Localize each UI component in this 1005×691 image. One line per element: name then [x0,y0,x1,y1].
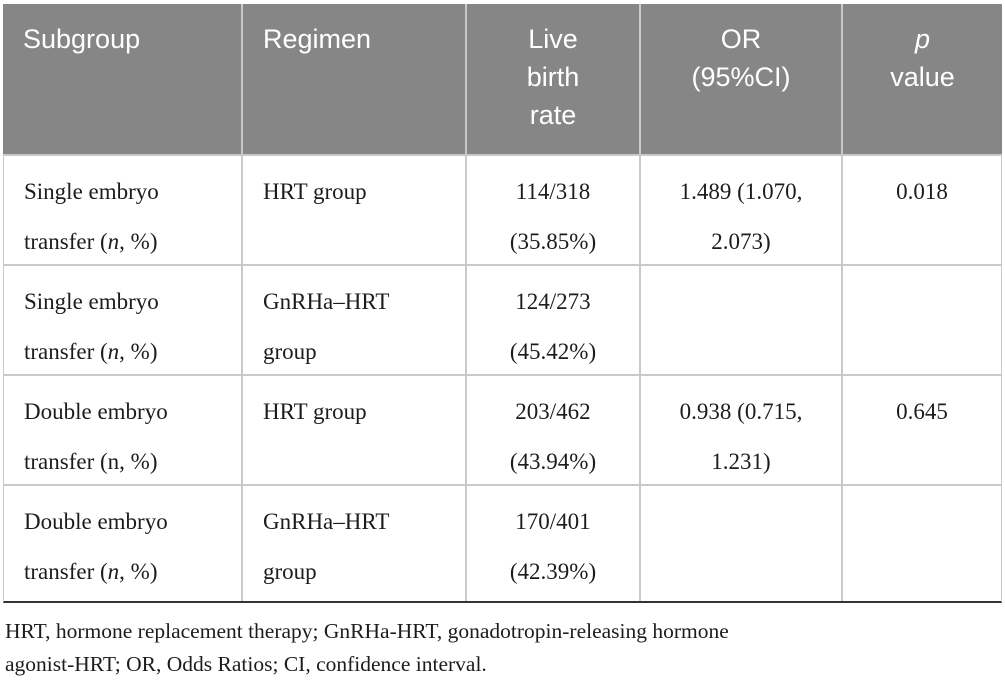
regimen-line1: GnRHa–HRT [263,509,390,534]
or-line2: 1.231) [711,449,771,474]
subgroup-line2-post: , %) [119,339,158,364]
header-p-rest: value [890,62,955,92]
regimen-line1: HRT group [263,399,367,424]
subgroup-line1: Double embryo [24,509,168,534]
subgroup-line2-pre: transfer ( [24,449,108,474]
subgroup-line2-pre: transfer ( [24,229,108,254]
live-birth-line1: 114/318 [515,179,591,204]
subgroup-line2-pre: transfer ( [24,559,108,584]
header-live-line1: Live [528,24,578,54]
subgroup-n: n [107,339,120,364]
live-birth-line2: (43.94%) [509,449,597,474]
table-row-2: Single embryo transfer (n, %) GnRHa–HRT … [4,264,1001,377]
header-regimen: Regimen [241,4,465,154]
cell-or-ci: 1.489 (1.070, 2.073) [639,156,841,267]
cell-live-birth-rate: 114/318 (35.85%) [465,156,639,267]
subgroup-line2-post: , %) [119,449,158,474]
subgroup-n: n [107,229,120,254]
table-footnote: HRT, hormone replacement therapy; GnRHa-… [3,615,1002,681]
cell-live-birth-rate: 124/273 (45.42%) [465,266,639,377]
p-value: 0.018 [896,179,948,204]
table-header-row: Subgroup Regimen Live birth rate OR (95%… [3,4,1002,154]
or-line2: 2.073) [711,229,771,254]
subgroup-line1: Single embryo [24,289,159,314]
live-birth-line2: (42.39%) [509,559,597,584]
regimen-line1: GnRHa–HRT [263,289,390,314]
live-birth-line2: (35.85%) [509,229,597,254]
header-p-value: p value [841,4,1002,154]
cell-p-value [841,486,1001,601]
live-birth-line1: 124/273 [515,289,591,314]
subgroup-n: n [107,449,120,474]
subgroup-line1: Single embryo [24,179,159,204]
header-live-line2: birth [526,62,580,92]
header-p-symbol: p [914,24,931,54]
header-or-line2: (95%CI) [691,62,791,92]
cell-or-ci [639,486,841,601]
cell-subgroup: Double embryo transfer (n, %) [4,376,241,487]
cell-p-value: 0.645 [841,376,1001,487]
subgroup-line2-post: , %) [119,229,158,254]
header-or-line1: OR [720,24,762,54]
cell-subgroup: Single embryo transfer (n, %) [4,266,241,377]
regimen-line2: group [263,559,317,584]
table-row-3: Double embryo transfer (n, %) HRT group … [4,374,1001,487]
live-birth-line1: 203/462 [515,399,591,424]
subgroup-n: n [107,559,120,584]
cell-or-ci: 0.938 (0.715, 1.231) [639,376,841,487]
footnote-line2: agonist-HRT; OR, Odds Ratios; CI, confid… [5,652,487,676]
or-line1: 1.489 (1.070, [679,179,803,204]
subgroup-analysis-table: Subgroup Regimen Live birth rate OR (95%… [3,4,1002,681]
header-subgroup: Subgroup [23,24,141,54]
cell-regimen: GnRHa–HRT group [241,486,465,601]
footnote-line1: HRT, hormone replacement therapy; GnRHa-… [5,619,729,643]
cell-p-value [841,266,1001,377]
regimen-line2: group [263,339,317,364]
cell-live-birth-rate: 170/401 (42.39%) [465,486,639,601]
cell-live-birth-rate: 203/462 (43.94%) [465,376,639,487]
cell-regimen: HRT group [241,376,465,487]
table-body: Single embryo transfer (n, %) HRT group … [3,154,1002,603]
p-value: 0.645 [896,399,948,424]
table-row-4: Double embryo transfer (n, %) GnRHa–HRT … [4,484,1001,601]
header-live-line3: rate [529,100,577,130]
subgroup-line2-pre: transfer ( [24,339,108,364]
cell-p-value: 0.018 [841,156,1001,267]
table-row-1: Single embryo transfer (n, %) HRT group … [4,154,1001,267]
cell-subgroup: Single embryo transfer (n, %) [4,156,241,267]
header-live-birth-rate: Live birth rate [465,4,639,154]
header-or-ci: OR (95%CI) [639,4,841,154]
regimen-line1: HRT group [263,179,367,204]
subgroup-line2-post: , %) [119,559,158,584]
live-birth-line2: (45.42%) [509,339,597,364]
subgroup-line1: Double embryo [24,399,168,424]
cell-or-ci [639,266,841,377]
or-line1: 0.938 (0.715, [679,399,803,424]
cell-subgroup: Double embryo transfer (n, %) [4,486,241,601]
cell-regimen: HRT group [241,156,465,267]
cell-regimen: GnRHa–HRT group [241,266,465,377]
live-birth-line1: 170/401 [515,509,591,534]
